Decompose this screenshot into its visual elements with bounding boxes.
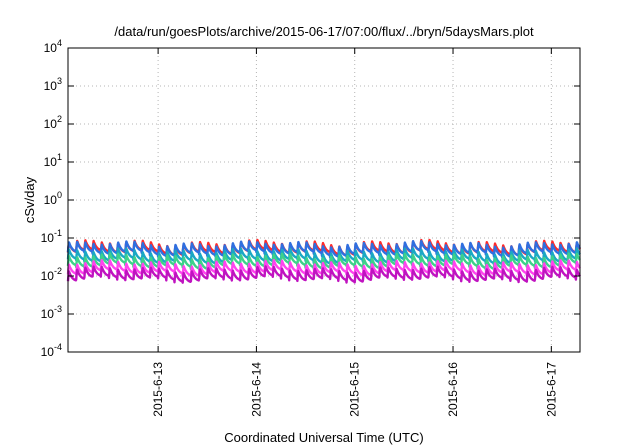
series-line [66,259,581,278]
grid [68,48,580,352]
x-axis-title: Coordinated Universal Time (UTC) [224,430,423,445]
y-ticks: 104 103 102 101 100 10-1 10-2 10-3 10-4 [41,38,580,359]
y-tick-label: 10-3 [41,304,62,321]
series-line [66,239,581,259]
y-tick-label: 10-4 [41,342,62,359]
x-tick-label: 2015-6-14 [249,362,263,417]
y-tick-label: 100 [44,190,62,207]
x-tick-label: 2015-6-17 [544,362,558,417]
chart-title: /data/run/goesPlots/archive/2015-06-17/0… [114,24,534,39]
x-ticks: 2015-6-13 2015-6-14 2015-6-15 2015-6-16 2015… [151,48,558,417]
series-line [66,265,582,284]
y-tick-label: 102 [44,114,62,131]
series-line [66,247,581,266]
y-tick-label: 104 [44,38,62,55]
y-tick-label: 101 [44,152,62,169]
y-tick-label: 10-1 [41,228,62,245]
x-tick-label: 2015-6-13 [151,362,165,417]
x-tick-label: 2015-6-15 [348,362,362,417]
y-tick-label: 10-2 [41,266,62,283]
x-tick-label: 2015-6-16 [446,362,460,417]
y-axis-title: cSv/day [22,176,37,223]
series-group [66,238,582,284]
y-tick-label: 103 [44,76,62,93]
series-line [66,252,581,271]
